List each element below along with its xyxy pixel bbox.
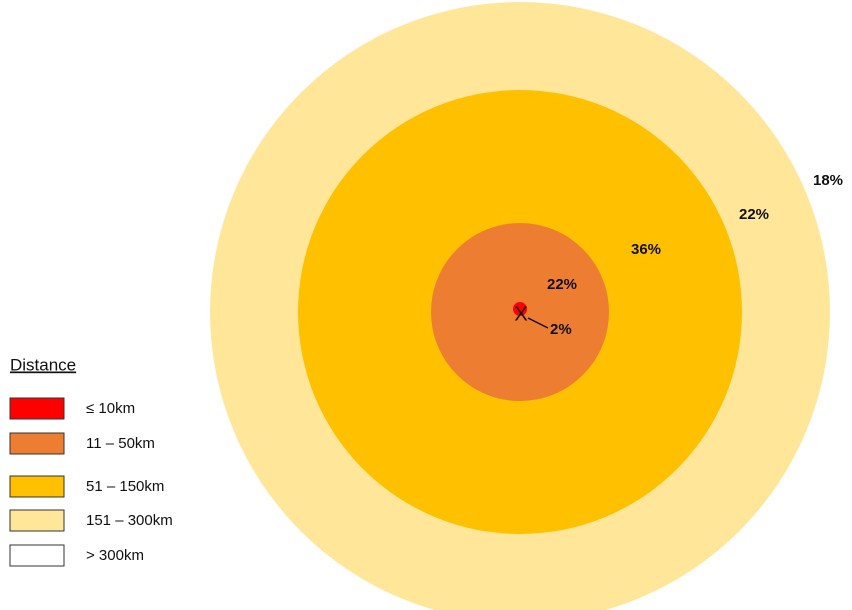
legend-swatch	[9, 544, 65, 567]
share-label: 22%	[547, 276, 577, 293]
legend-swatch	[9, 509, 65, 532]
center-marker: X	[514, 303, 527, 325]
legend-title: Distance	[10, 355, 76, 374]
pointer-line	[527, 317, 549, 329]
legend-label: 151 – 300km	[86, 512, 173, 529]
share-label: 18%	[813, 172, 843, 189]
legend-swatch	[9, 397, 65, 420]
legend: ≤ 10km 11 – 50km 51 – 150km 151 – 300km > 30…	[9, 397, 173, 567]
legend-label: 51 – 150km	[86, 478, 164, 495]
share-label: 36%	[631, 241, 661, 258]
ring-10	[513, 302, 527, 316]
legend-swatch	[9, 475, 65, 498]
legend-label: ≤ 10km	[86, 400, 135, 417]
share-label: 22%	[739, 206, 769, 223]
legend-swatch	[9, 432, 65, 455]
share-label: 2%	[550, 321, 572, 338]
legend-label: 11 – 50km	[86, 435, 155, 452]
legend-label: > 300km	[86, 547, 144, 564]
